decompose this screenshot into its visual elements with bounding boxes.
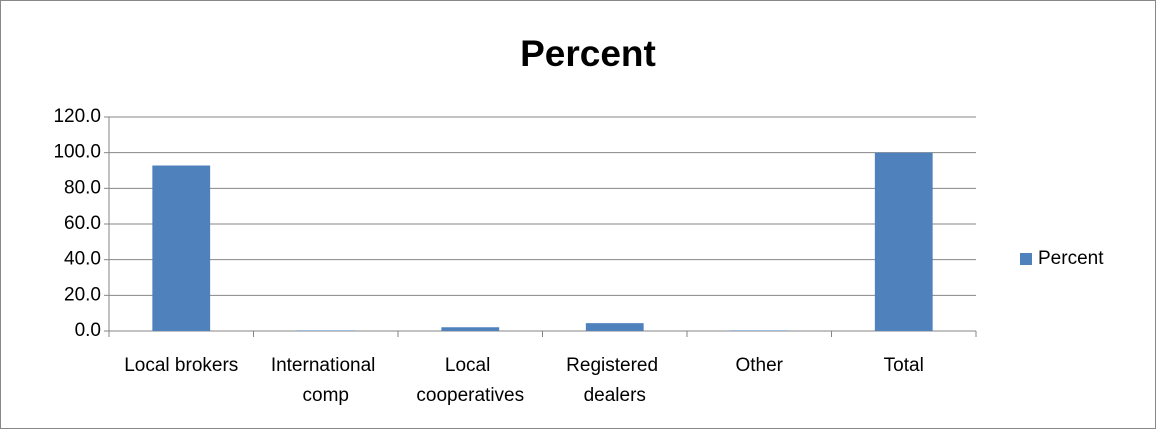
bar (730, 330, 789, 331)
chart-title: Percent (520, 33, 656, 74)
y-tick-label: 0.0 (75, 320, 101, 341)
x-tick-label: Registered dealers (566, 355, 663, 406)
bar (585, 323, 644, 331)
bar (296, 330, 355, 331)
legend-label: Percent (1038, 248, 1104, 269)
x-tick-label: Local cooperatives (416, 355, 524, 406)
x-tick-label: International comp (271, 355, 381, 406)
y-tick-label: 100.0 (53, 142, 101, 163)
x-tick-label: Total (884, 355, 924, 376)
y-tick-label: 60.0 (64, 213, 101, 234)
legend-swatch (1020, 253, 1032, 265)
y-tick-label: 40.0 (64, 249, 101, 270)
bar (441, 327, 500, 331)
y-tick-label: 120.0 (53, 106, 101, 127)
y-tick-label: 80.0 (64, 177, 101, 198)
x-tick-label: Other (735, 355, 783, 376)
x-tick-label: Local brokers (124, 355, 238, 376)
bar (874, 152, 933, 331)
y-tick-label: 20.0 (64, 284, 101, 305)
bar (152, 165, 211, 331)
